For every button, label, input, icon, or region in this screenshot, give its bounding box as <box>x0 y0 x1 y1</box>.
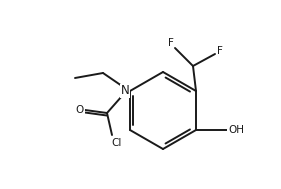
Text: Cl: Cl <box>112 138 122 148</box>
Text: F: F <box>217 46 223 56</box>
Text: O: O <box>76 105 84 115</box>
Text: OH: OH <box>228 125 244 135</box>
Text: F: F <box>168 38 174 48</box>
Text: N: N <box>121 84 129 98</box>
